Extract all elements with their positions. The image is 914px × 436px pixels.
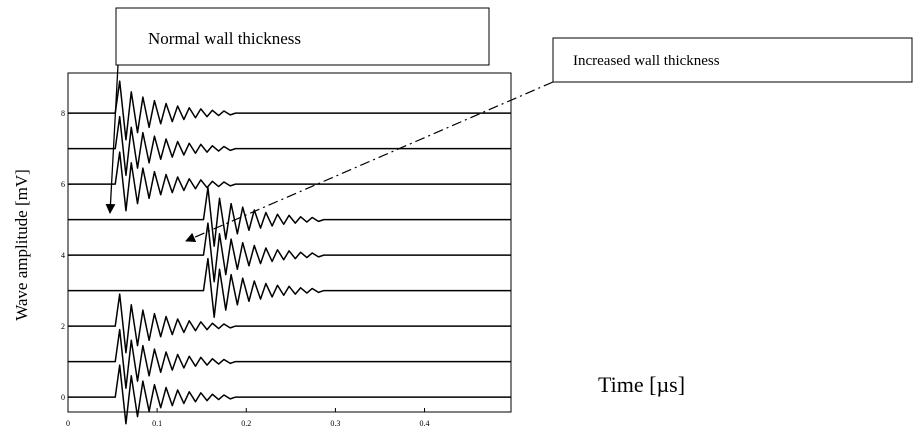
y-tick-label: 8 — [61, 109, 65, 118]
y-tick-label: 6 — [61, 180, 65, 189]
y-tick-label: 0 — [61, 393, 65, 402]
waveform — [68, 186, 511, 247]
y-axis-title: Wave amplitude [mV] — [12, 169, 31, 321]
annotation: Increased wall thickness — [573, 53, 720, 69]
waveform — [68, 151, 511, 212]
x-tick-label: 0 — [66, 419, 70, 428]
x-tick-label: 0.4 — [420, 419, 430, 428]
waveform — [68, 328, 511, 389]
waveform — [68, 293, 511, 354]
y-tick-label: 4 — [61, 251, 65, 260]
annotation-arrow — [105, 64, 119, 214]
annotation-box — [552, 37, 913, 83]
x-tick-label: 0.1 — [152, 419, 162, 428]
x-tick-label: 0.3 — [330, 419, 340, 428]
annotation-box — [115, 7, 490, 66]
annotation-arrow — [185, 81, 554, 243]
x-tick-label: 0.2 — [241, 419, 251, 428]
waveform — [68, 364, 511, 425]
annotation: Normal wall thickness — [148, 29, 301, 48]
waveform — [68, 222, 511, 283]
waveform — [68, 80, 511, 141]
plot-frame — [67, 72, 512, 413]
y-tick-label: 2 — [61, 322, 65, 331]
x-axis-title: Time [µs] — [598, 372, 685, 397]
waveform — [68, 115, 511, 176]
waveform — [68, 257, 511, 318]
traces — [68, 80, 511, 425]
